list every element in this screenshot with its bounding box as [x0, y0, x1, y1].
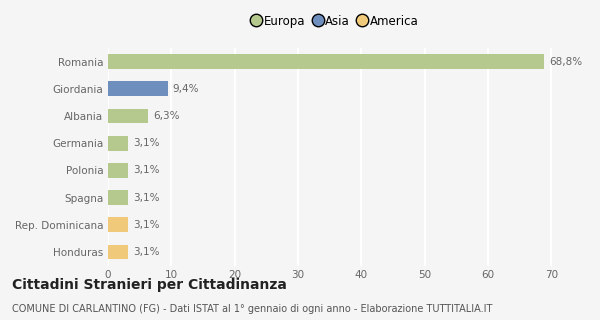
Bar	[108, 136, 128, 151]
Bar	[108, 190, 128, 205]
Bar	[108, 217, 128, 232]
Text: 3,1%: 3,1%	[133, 247, 159, 257]
Text: COMUNE DI CARLANTINO (FG) - Dati ISTAT al 1° gennaio di ogni anno - Elaborazione: COMUNE DI CARLANTINO (FG) - Dati ISTAT a…	[12, 304, 493, 314]
Text: 3,1%: 3,1%	[133, 220, 159, 230]
Text: 3,1%: 3,1%	[133, 138, 159, 148]
Text: 68,8%: 68,8%	[549, 57, 582, 67]
Bar	[108, 108, 148, 124]
Bar	[108, 244, 128, 260]
Text: 9,4%: 9,4%	[173, 84, 199, 94]
Bar	[108, 163, 128, 178]
Bar	[108, 81, 167, 96]
Text: Cittadini Stranieri per Cittadinanza: Cittadini Stranieri per Cittadinanza	[12, 278, 287, 292]
Text: 3,1%: 3,1%	[133, 193, 159, 203]
Text: 3,1%: 3,1%	[133, 165, 159, 175]
Text: 6,3%: 6,3%	[153, 111, 179, 121]
Legend: Europa, Asia, America: Europa, Asia, America	[253, 15, 419, 28]
Bar	[108, 54, 544, 69]
